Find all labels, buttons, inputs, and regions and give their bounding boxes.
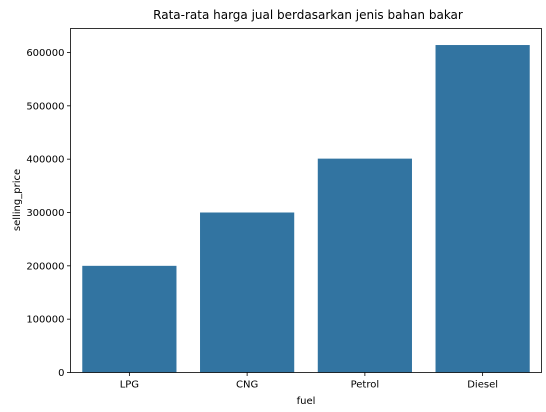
y-tick-label: 600000: [26, 48, 64, 59]
y-tick-label: 0: [58, 368, 64, 379]
bar-petrol: [317, 158, 412, 373]
y-tick-label: 300000: [26, 208, 64, 219]
bars-group: [82, 45, 530, 373]
x-tick-label: Diesel: [467, 380, 498, 391]
y-axis-label: selling_price: [12, 169, 23, 231]
y-tick-label: 100000: [26, 315, 64, 326]
y-tick-label: 500000: [26, 101, 64, 112]
y-tick-label: 200000: [26, 261, 64, 272]
x-tick-label: CNG: [236, 380, 258, 391]
x-tick-label: LPG: [120, 380, 139, 391]
chart-title: Rata-rata harga jual berdasarkan jenis b…: [153, 8, 463, 22]
bar-diesel: [435, 45, 530, 373]
plot-frame: [70, 28, 542, 373]
bar-cng: [200, 212, 295, 373]
x-tick-label: Petrol: [351, 380, 380, 391]
y-axis-ticks: 0 100000 200000 300000 400000 500000 600000: [26, 48, 71, 379]
x-axis-ticks: LPG CNG Petrol Diesel: [120, 372, 498, 391]
bar-lpg: [82, 265, 177, 373]
y-tick-label: 400000: [26, 155, 64, 166]
x-axis-label: fuel: [297, 396, 316, 407]
